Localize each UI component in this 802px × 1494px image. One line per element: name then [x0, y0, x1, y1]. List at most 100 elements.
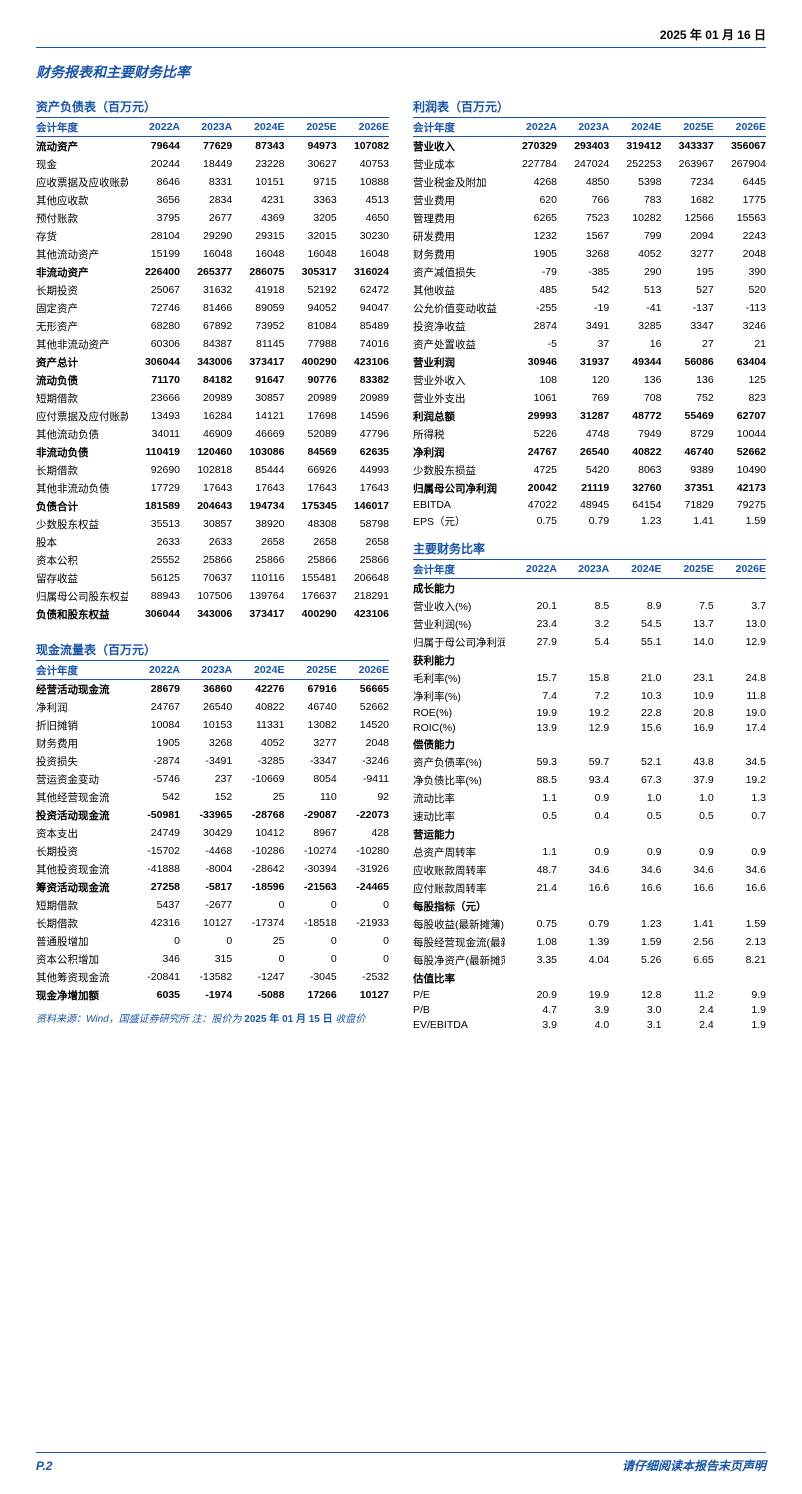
table-row: 其他筹资现金流-20841-13582-1247-3045-2532 — [36, 968, 389, 986]
table-row: 现金净增加额6035-1974-50881726610127 — [36, 986, 389, 1004]
year-header: 2024E — [609, 560, 661, 579]
ratio-section-header: 每股指标（元） — [413, 897, 766, 915]
table-row: 净利润2476726540408224674052662 — [413, 443, 766, 461]
table-row: 利润总额2999331287487725546962707 — [413, 407, 766, 425]
table-row: 毛利率(%)15.715.821.023.124.8 — [413, 669, 766, 687]
table-row: EV/EBITDA3.94.03.12.41.9 — [413, 1017, 766, 1032]
report-date: 2025 年 01 月 16 日 — [36, 26, 766, 47]
year-header: 2024E — [609, 118, 661, 137]
table-row: 应付账款周转率21.416.616.616.616.6 — [413, 879, 766, 897]
table-row: 长期借款4231610127-17374-18518-21933 — [36, 914, 389, 932]
table-row: 速动比率0.50.40.50.50.7 — [413, 807, 766, 825]
table-row: 负债和股东权益306044343006373417400290423106 — [36, 605, 389, 623]
year-header: 2022A — [505, 118, 557, 137]
table-row: 投资损失-2874-3491-3285-3347-3246 — [36, 752, 389, 770]
table-row: 净利率(%)7.47.210.310.911.8 — [413, 687, 766, 705]
year-header: 2026E — [337, 118, 389, 137]
table-row: 固定资产7274681466890599405294047 — [36, 299, 389, 317]
year-header: 2025E — [661, 560, 713, 579]
table-row: 短期借款2366620989308572098920989 — [36, 389, 389, 407]
table-row: 预付账款37952677436932054650 — [36, 209, 389, 227]
table-row: 其他应收款36562834423133634513 — [36, 191, 389, 209]
table-row: 资产处置收益-537162721 — [413, 335, 766, 353]
year-label-header: 会计年度 — [36, 118, 128, 137]
table-row: 投资活动现金流-50981-33965-28768-29087-22073 — [36, 806, 389, 824]
table-row: 营业利润3094631937493445608663404 — [413, 353, 766, 371]
table-row: 流动资产79644776298734394973107082 — [36, 137, 389, 156]
year-label-header: 会计年度 — [36, 661, 128, 680]
table-row: 营运资金变动-5746237-106698054-9411 — [36, 770, 389, 788]
year-header: 2023A — [557, 118, 609, 137]
year-header: 2022A — [128, 661, 180, 680]
table-row: 资本支出2474930429104128967428 — [36, 824, 389, 842]
table-row: EBITDA4702248945641547182979275 — [413, 497, 766, 512]
year-header: 2026E — [714, 118, 766, 137]
ratio-section-header: 获利能力 — [413, 651, 766, 669]
divider — [36, 47, 766, 48]
table-row: 负债合计181589204643194734175345146017 — [36, 497, 389, 515]
year-header: 2023A — [180, 118, 232, 137]
balance-table: 会计年度2022A2023A2024E2025E2026E流动资产7964477… — [36, 118, 389, 623]
table-row: 研发费用1232156779920942243 — [413, 227, 766, 245]
year-label-header: 会计年度 — [413, 560, 505, 579]
year-label-header: 会计年度 — [413, 118, 505, 137]
ratio-section-header: 营运能力 — [413, 825, 766, 843]
table-row: 其他非流动负债1772917643176431764317643 — [36, 479, 389, 497]
table-row: 现金2024418449232283062740753 — [36, 155, 389, 173]
table-row: 应收票据及应收账款8646833110151971510888 — [36, 173, 389, 191]
table-row: 净利润2476726540408224674052662 — [36, 698, 389, 716]
ratio-section-header: 估值比率 — [413, 969, 766, 987]
table-row: 长期投资2506731632419185219262472 — [36, 281, 389, 299]
table-row: 营业成本227784247024252253263967267904 — [413, 155, 766, 173]
table-row: 股本26332633265826582658 — [36, 533, 389, 551]
columns: 资产负债表（百万元） 会计年度2022A2023A2024E2025E2026E… — [36, 92, 766, 1032]
table-row: 每股收益(最新摊薄)0.750.791.231.411.59 — [413, 915, 766, 933]
year-header: 2022A — [505, 560, 557, 579]
table-row: 其他非流动资产6030684387811457798874016 — [36, 335, 389, 353]
year-header: 2025E — [284, 118, 336, 137]
footer: P.2 请仔细阅读本报告末页声明 — [36, 1452, 766, 1474]
table-row: 资产总计306044343006373417400290423106 — [36, 353, 389, 371]
year-header: 2024E — [232, 661, 284, 680]
table-row: 应收账款周转率48.734.634.634.634.6 — [413, 861, 766, 879]
cash-title: 现金流量表（百万元） — [36, 641, 389, 661]
table-row: 折旧摊销1008410153113311308214520 — [36, 716, 389, 734]
table-row: 营业外支出1061769708752823 — [413, 389, 766, 407]
table-row: P/B4.73.93.02.41.9 — [413, 1002, 766, 1017]
ratio-section-header: 偿债能力 — [413, 735, 766, 753]
year-header: 2023A — [557, 560, 609, 579]
page-number: P.2 — [36, 1459, 52, 1473]
income-title: 利润表（百万元） — [413, 98, 766, 118]
table-row: P/E20.919.912.811.29.9 — [413, 987, 766, 1002]
table-row: 每股经营现金流(最新摊薄)1.081.391.592.562.13 — [413, 933, 766, 951]
table-row: 非流动负债1104191204601030868456962635 — [36, 443, 389, 461]
table-row: 营业利润(%)23.43.254.513.713.0 — [413, 615, 766, 633]
ratio-section-header: 成长能力 — [413, 579, 766, 598]
table-row: 筹资活动现金流27258-5817-18596-21563-24465 — [36, 878, 389, 896]
table-row: 存货2810429290293153201530230 — [36, 227, 389, 245]
table-row: 留存收益5612570637110116155481206648 — [36, 569, 389, 587]
footer-note: 请仔细阅读本报告末页声明 — [622, 1457, 766, 1474]
table-row: 资产负债率(%)59.359.752.143.834.5 — [413, 753, 766, 771]
right-column: 利润表（百万元） 会计年度2022A2023A2024E2025E2026E营业… — [413, 92, 766, 1032]
table-row: 非流动资产226400265377286075305317316024 — [36, 263, 389, 281]
table-row: 归属于母公司净利润(%)27.95.455.114.012.9 — [413, 633, 766, 651]
table-row: 总资产周转率1.10.90.90.90.9 — [413, 843, 766, 861]
table-row: 资本公积增加346315000 — [36, 950, 389, 968]
table-row: EPS（元）0.750.791.231.411.59 — [413, 512, 766, 530]
table-row: 营业收入(%)20.18.58.97.53.7 — [413, 597, 766, 615]
table-row: 其他收益485542513527520 — [413, 281, 766, 299]
table-row: 资本公积2555225866258662586625866 — [36, 551, 389, 569]
table-row: 资产减值损失-79-385290195390 — [413, 263, 766, 281]
balance-title: 资产负债表（百万元） — [36, 98, 389, 118]
year-header: 2022A — [128, 118, 180, 137]
table-row: 普通股增加002500 — [36, 932, 389, 950]
table-row: 少数股东权益3551330857389204830858798 — [36, 515, 389, 533]
income-table: 会计年度2022A2023A2024E2025E2026E营业收入2703292… — [413, 118, 766, 530]
page: 2025 年 01 月 16 日 财务报表和主要财务比率 资产负债表（百万元） … — [0, 0, 802, 1494]
table-row: 经营活动现金流2867936860422766791656665 — [36, 680, 389, 699]
year-header: 2024E — [232, 118, 284, 137]
table-row: 每股净资产(最新摊薄)3.354.045.266.658.21 — [413, 951, 766, 969]
table-row: 其他投资现金流-41888-8004-28642-30394-31926 — [36, 860, 389, 878]
table-row: 其他流动负债3401146909466695208947796 — [36, 425, 389, 443]
